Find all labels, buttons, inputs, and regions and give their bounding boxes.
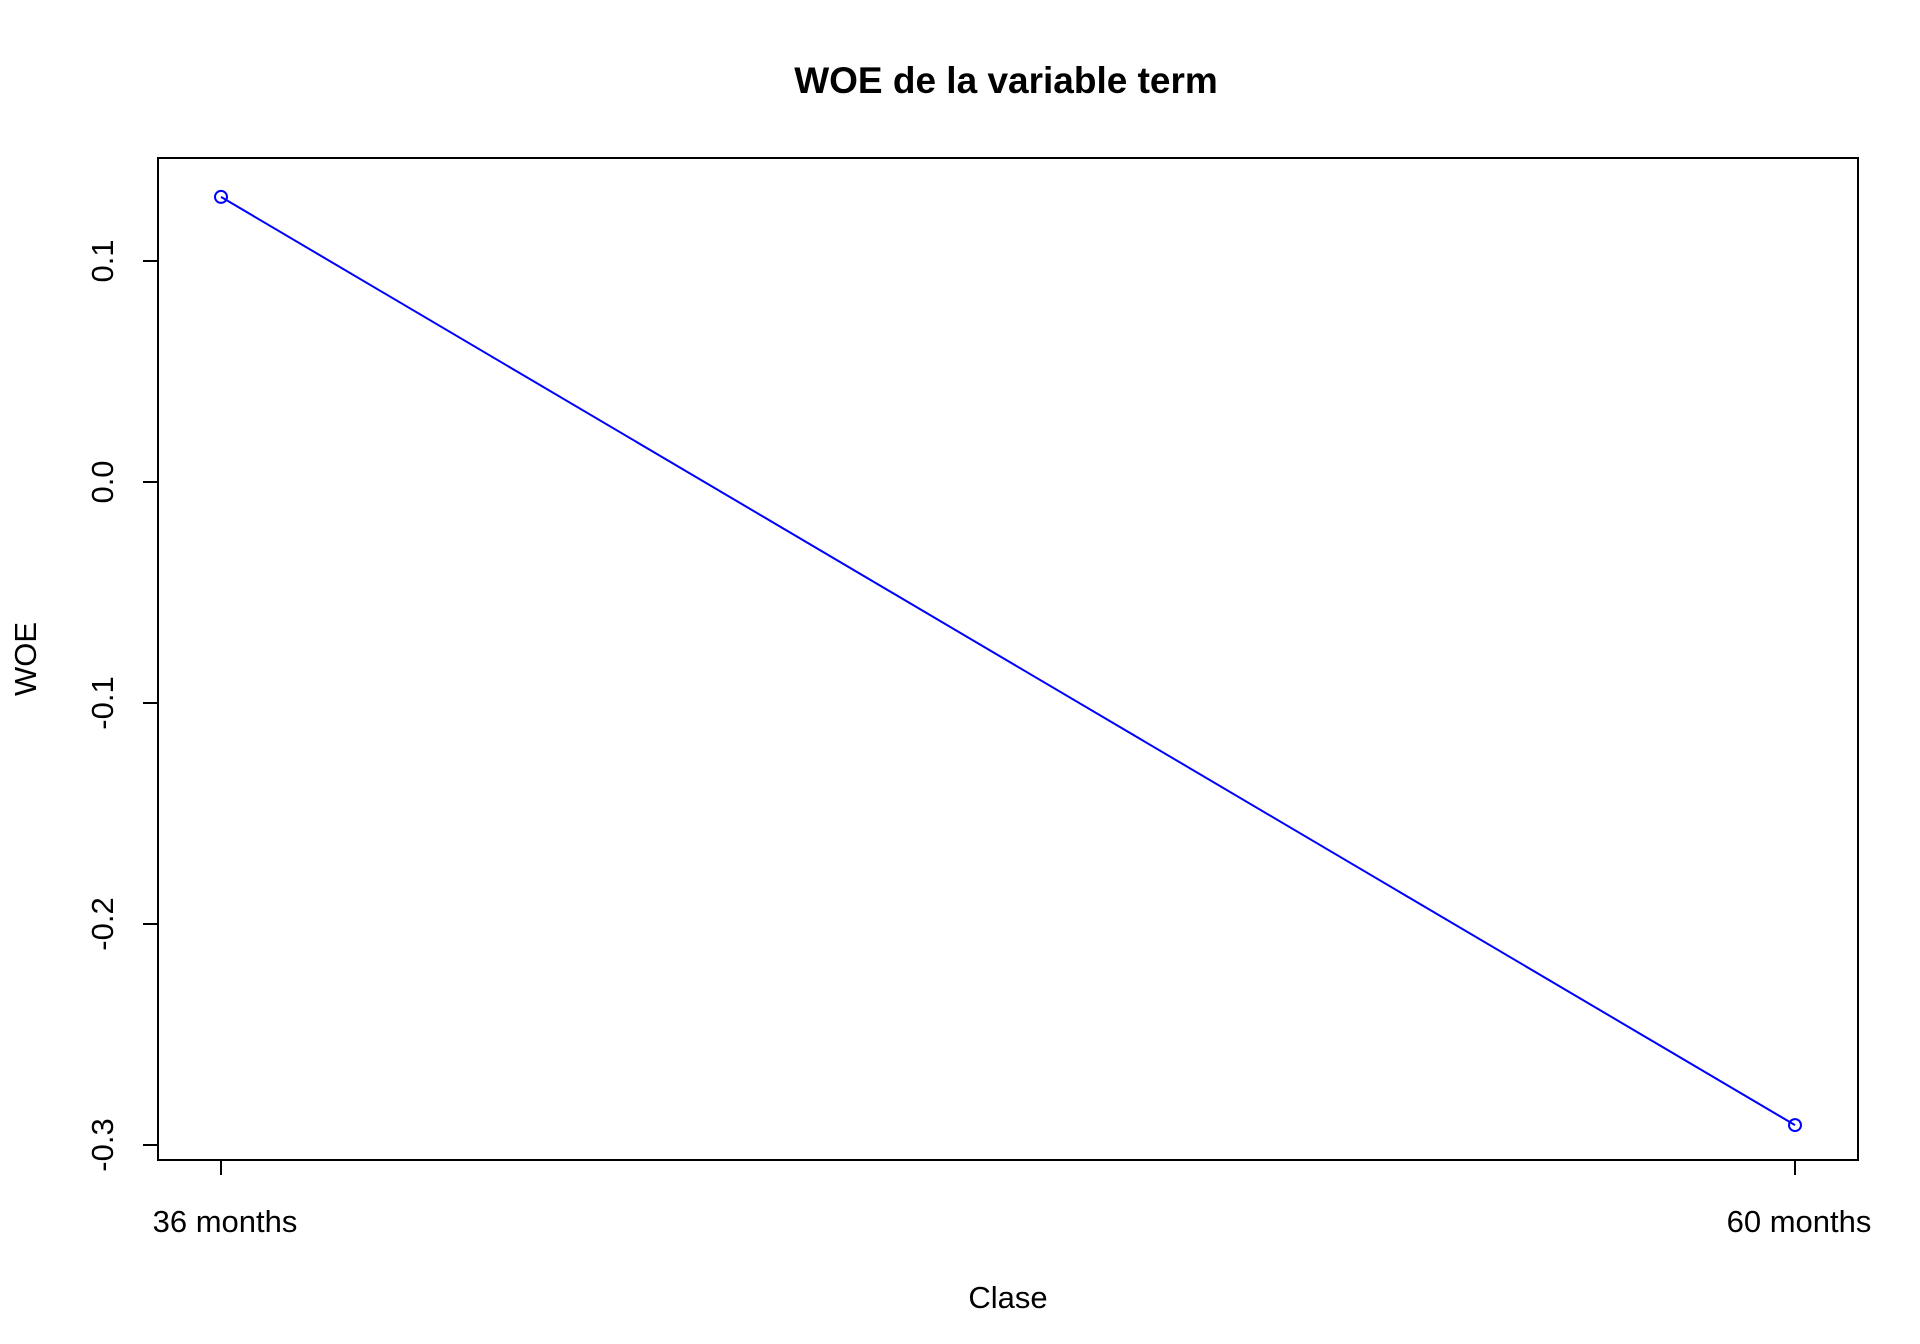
plot-frame (157, 157, 1859, 1161)
x-tick-label: 60 months (1727, 1204, 1872, 1239)
chart-title: WOE de la variable term (794, 60, 1218, 101)
data-point (214, 189, 228, 204)
y-tick-label: -0.1 (85, 676, 120, 729)
series-layer (214, 189, 1802, 1133)
series-line (220, 196, 1796, 1126)
y-tick-label: 0.1 (85, 239, 120, 282)
y-axis-title: WOE (8, 622, 43, 696)
y-tick-label: 0.0 (85, 460, 120, 503)
x-axis-title: Clase (968, 1280, 1047, 1315)
y-tick-label: -0.3 (85, 1118, 120, 1171)
y-axis: -0.3 -0.2 -0.1 0.0 0.1 (85, 239, 159, 1172)
y-tick-label: -0.2 (85, 897, 120, 950)
x-axis: 36 months 60 months (153, 1159, 1872, 1239)
x-tick-label: 36 months (153, 1204, 298, 1239)
data-point (1788, 1118, 1802, 1133)
